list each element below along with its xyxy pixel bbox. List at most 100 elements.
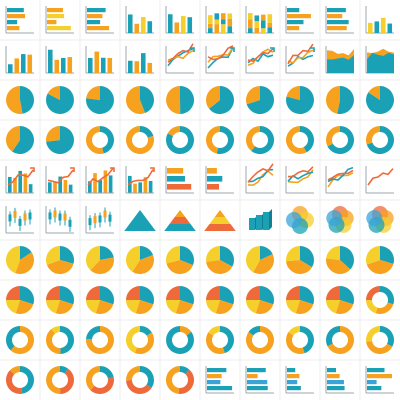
icon-slice — [90, 257, 115, 275]
icon-bar — [141, 17, 146, 33]
icon-candle — [53, 210, 57, 218]
icon-line — [327, 169, 354, 181]
icon-bar — [167, 168, 184, 174]
icon-candle — [103, 210, 107, 218]
icon-bar — [247, 368, 266, 373]
icon-bar — [134, 23, 140, 33]
icon-bar — [13, 177, 17, 193]
icon-bar — [7, 8, 24, 13]
icon-bar — [18, 170, 23, 193]
icon-bar — [267, 22, 273, 28]
icon-slice — [368, 86, 380, 100]
icon-slice — [15, 300, 34, 314]
icon-slice — [126, 246, 140, 272]
icon-bar — [367, 386, 382, 391]
icon-bar — [28, 184, 33, 193]
icon-slice — [20, 246, 32, 260]
icon-slice — [325, 85, 340, 114]
icon-candle — [108, 214, 112, 222]
icon-bar — [14, 58, 20, 73]
icon-line — [87, 167, 114, 186]
icon-slice — [366, 246, 380, 265]
icon-hole — [212, 132, 228, 148]
icon-bar — [261, 28, 266, 33]
icon-arrow — [110, 167, 115, 172]
icon-slice — [85, 245, 100, 271]
icon-bar — [54, 59, 60, 73]
icon-bar — [287, 368, 296, 373]
icon-hole — [372, 292, 388, 308]
icon-bar — [147, 21, 153, 33]
icon-bar — [256, 215, 262, 230]
icon-slice — [340, 286, 354, 305]
icon-bar — [67, 57, 73, 73]
icon-bar — [214, 24, 220, 33]
icon-bar — [261, 14, 266, 21]
icon-pyramid-layer — [134, 210, 146, 217]
icon-slice — [132, 255, 155, 275]
icon-bar — [327, 14, 343, 19]
icon-line — [247, 52, 274, 64]
icon-pyramid-layer — [129, 217, 151, 224]
icon-bar — [368, 22, 373, 33]
icon-hole — [332, 132, 348, 148]
icon-slice — [5, 126, 21, 152]
icon-hole — [132, 332, 148, 348]
icon-slice — [46, 126, 74, 154]
icon-slice — [206, 300, 220, 314]
icon-venn-circle — [326, 210, 343, 227]
icon-bar — [207, 374, 222, 379]
icon-bar — [94, 51, 100, 73]
icon-line — [47, 169, 74, 184]
icon-slice — [260, 286, 274, 305]
icon-slice — [175, 300, 194, 314]
icon-slice — [365, 86, 394, 115]
icon-hole — [292, 132, 308, 148]
icon-bar — [248, 19, 253, 29]
icon-bar — [61, 57, 66, 73]
icon-bar — [47, 8, 63, 13]
icon-slice — [285, 246, 300, 262]
icon-bar — [108, 175, 113, 193]
icon-bar — [327, 374, 340, 379]
icon-slice — [45, 246, 60, 265]
icon-slice — [45, 126, 60, 142]
icon-candle — [48, 212, 52, 220]
icon-candle — [23, 213, 27, 221]
icon-slice — [46, 260, 74, 275]
icon-bar — [267, 14, 273, 23]
icon-slice — [46, 286, 60, 300]
icon-bar — [207, 368, 227, 373]
icon-bar — [87, 26, 110, 31]
icon-bar — [207, 386, 233, 391]
icon-slice — [326, 258, 351, 274]
icon-bar — [287, 374, 300, 379]
icon-slice — [180, 286, 194, 305]
icon-slice — [246, 300, 260, 314]
icon-slice — [300, 286, 314, 305]
icon-bar — [214, 19, 220, 25]
icon-candle — [98, 215, 102, 223]
icon-pyramid-layer — [209, 217, 231, 224]
icon-candle — [13, 210, 17, 218]
icon-bar — [168, 14, 173, 33]
icon-bar — [47, 20, 57, 25]
icon-bar — [63, 179, 68, 193]
icon-bar — [208, 23, 213, 29]
icon-bar — [207, 184, 220, 190]
icon-slice — [15, 252, 35, 275]
icon-slice — [20, 85, 35, 114]
icon-area — [367, 52, 394, 73]
icon-slice — [86, 286, 100, 300]
icon-bar — [287, 14, 311, 19]
icon-slice — [380, 246, 394, 265]
icon-slice — [180, 85, 195, 114]
icon-bar — [327, 368, 337, 373]
icon-slice — [246, 86, 260, 105]
icon-slice — [20, 286, 34, 305]
icon-bar — [327, 386, 345, 391]
icon-bar-side — [269, 209, 272, 230]
icon-arrow — [230, 47, 235, 52]
icon-line — [247, 170, 274, 187]
icon-hole — [92, 132, 108, 148]
